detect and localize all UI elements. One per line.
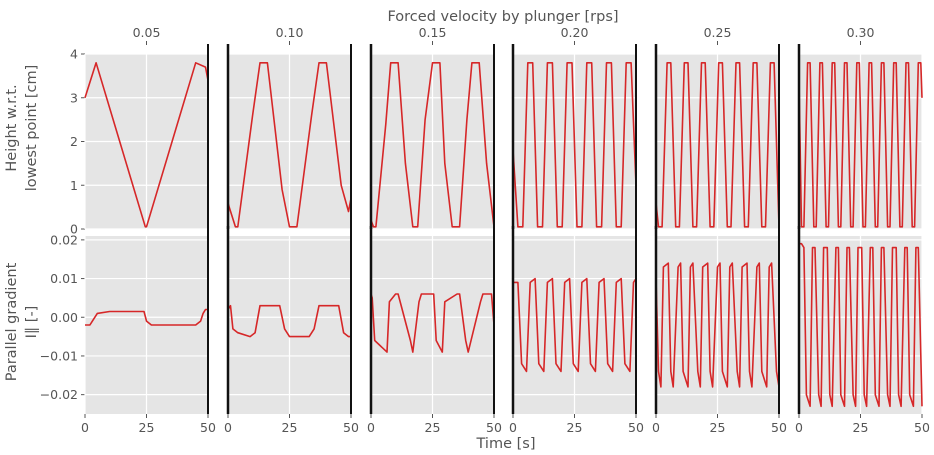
ytick-label-gradient-3: −0.01 bbox=[40, 348, 78, 363]
xtick-label-3-0: 0 bbox=[509, 420, 517, 435]
series-line-gradient-5 bbox=[799, 242, 923, 408]
xtick-label-2-1: 25 bbox=[425, 420, 441, 435]
x-axis-label: Time [s] bbox=[476, 436, 536, 452]
xtick-label-5-2: 50 bbox=[914, 420, 930, 435]
xtick-label-1-2: 50 bbox=[343, 420, 359, 435]
ytick-label-height-4: 4 bbox=[70, 47, 78, 62]
ytick-label-height-0: 0 bbox=[70, 222, 78, 237]
column-header-5: 0.30 bbox=[847, 25, 875, 40]
series-line-gradient-1 bbox=[227, 304, 351, 338]
ytick-label-height-2: 2 bbox=[70, 134, 78, 149]
xtick-label-2-0: 0 bbox=[367, 420, 375, 435]
xtick-label-0-0: 0 bbox=[81, 420, 89, 435]
column-header-1: 0.10 bbox=[276, 25, 304, 40]
series-line-gradient-3 bbox=[513, 277, 637, 373]
ytick-label-height-1: 1 bbox=[70, 178, 78, 193]
ytick-label-gradient-4: −0.02 bbox=[40, 387, 78, 402]
panels-group: 0 1 2 3 4 0.02 0.01 0.00 −0.01 −0.02 0 25 50 0 25 50 0 25… bbox=[40, 25, 930, 435]
series-line-height-3 bbox=[512, 61, 637, 228]
y-label-height-line1: Height w.r.t. bbox=[4, 84, 20, 171]
xtick-label-1-1: 25 bbox=[282, 420, 298, 435]
series-line-gradient-2 bbox=[370, 293, 495, 353]
xtick-label-4-0: 0 bbox=[652, 420, 660, 435]
series-line-height-1 bbox=[227, 61, 352, 228]
series-line-gradient-0 bbox=[85, 308, 208, 326]
y-label-gradient-line2: I∥ [-] bbox=[24, 306, 40, 339]
xtick-label-4-2: 50 bbox=[771, 420, 787, 435]
column-header-3: 0.20 bbox=[561, 25, 589, 40]
ytick-label-height-3: 3 bbox=[70, 90, 78, 105]
column-header-2: 0.15 bbox=[419, 25, 447, 40]
xtick-label-0-1: 25 bbox=[139, 420, 155, 435]
series-line-height-0 bbox=[84, 61, 209, 228]
ytick-label-gradient-2: 0.00 bbox=[50, 310, 78, 325]
chart-title: Forced velocity by plunger [rps] bbox=[387, 9, 618, 25]
series-line-height-4 bbox=[655, 61, 780, 228]
xtick-label-5-1: 25 bbox=[853, 420, 869, 435]
xtick-label-1-0: 0 bbox=[224, 420, 232, 435]
xtick-label-3-2: 50 bbox=[628, 420, 644, 435]
xtick-label-2-2: 50 bbox=[486, 420, 502, 435]
xtick-label-5-0: 0 bbox=[795, 420, 803, 435]
column-header-0: 0.05 bbox=[133, 25, 161, 40]
xtick-label-4-1: 25 bbox=[710, 420, 726, 435]
ytick-label-gradient-1: 0.01 bbox=[50, 271, 78, 286]
column-header-4: 0.25 bbox=[704, 25, 732, 40]
xtick-label-3-1: 25 bbox=[567, 420, 583, 435]
xtick-label-0-2: 50 bbox=[200, 420, 216, 435]
series-line-height-2 bbox=[370, 61, 495, 228]
series-line-height-5 bbox=[798, 61, 923, 228]
y-label-gradient-line1: Parallel gradient bbox=[4, 262, 20, 381]
ytick-label-gradient-0: 0.02 bbox=[50, 232, 78, 247]
series-line-gradient-4 bbox=[655, 262, 780, 388]
y-label-height-line2: lowest point [cm] bbox=[24, 65, 40, 192]
